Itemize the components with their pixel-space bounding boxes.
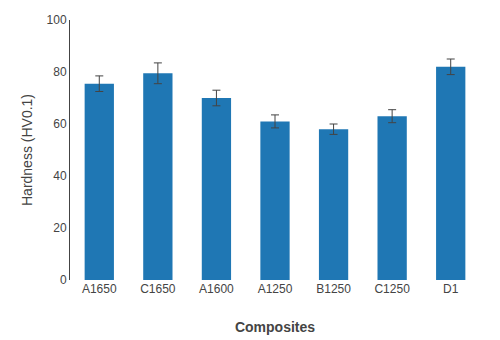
svg-text:A1600: A1600 xyxy=(199,282,234,296)
svg-text:B1250: B1250 xyxy=(316,282,351,296)
svg-text:C1250: C1250 xyxy=(374,282,410,296)
svg-text:A1250: A1250 xyxy=(258,282,293,296)
svg-text:A1650: A1650 xyxy=(82,282,117,296)
svg-text:D1: D1 xyxy=(443,282,459,296)
svg-text:Composites: Composites xyxy=(235,319,315,335)
svg-text:Hardness (HV0.1): Hardness (HV0.1) xyxy=(19,94,35,206)
svg-text:0: 0 xyxy=(60,273,67,287)
svg-text:C1650: C1650 xyxy=(140,282,176,296)
svg-text:20: 20 xyxy=(53,221,67,235)
svg-text:60: 60 xyxy=(53,117,67,131)
svg-text:40: 40 xyxy=(53,169,67,183)
svg-text:80: 80 xyxy=(53,65,67,79)
svg-text:100: 100 xyxy=(47,13,67,27)
